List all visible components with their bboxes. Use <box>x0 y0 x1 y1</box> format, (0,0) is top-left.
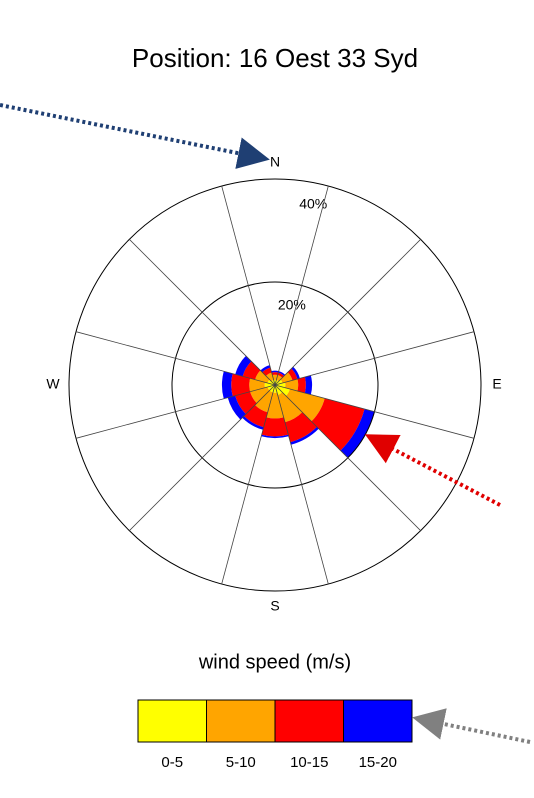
legend-label: 5-10 <box>226 754 256 771</box>
legend-swatch <box>137 699 207 743</box>
wind-sector <box>284 379 299 391</box>
wind-sector <box>290 426 319 445</box>
spoke <box>274 331 475 386</box>
wind-sector <box>285 388 325 422</box>
legend-swatch <box>206 699 276 743</box>
rose: 20% 40% N E S W <box>46 154 501 614</box>
wind-sector <box>231 373 251 397</box>
pointer-arrow <box>0 103 270 169</box>
wind-sector <box>242 415 264 430</box>
legend-label: 15-20 <box>359 754 397 771</box>
legend-swatch <box>343 699 413 743</box>
wind-sector <box>278 371 286 376</box>
pointer-arrow <box>412 708 531 744</box>
wind-sector <box>273 385 277 393</box>
wind-sector <box>284 412 317 443</box>
wind-sector <box>297 377 306 393</box>
wind-sector <box>266 392 284 419</box>
legend-title: wind speed (m/s) <box>198 651 351 673</box>
pointer-arrow <box>364 434 501 507</box>
wind-sector <box>262 367 272 376</box>
spoke <box>129 384 276 531</box>
spoke <box>274 239 421 386</box>
direction-label: N <box>270 154 280 170</box>
wind-sector <box>304 375 313 395</box>
wind-sector <box>235 355 252 377</box>
wind-sector <box>264 382 275 388</box>
wind-sector <box>277 372 285 378</box>
wind-sector <box>275 385 290 396</box>
wind-sector <box>311 398 365 451</box>
spoke <box>75 331 276 386</box>
grid-circle <box>171 281 379 489</box>
direction-label: W <box>46 376 60 392</box>
wind-sector <box>291 366 300 380</box>
spoke <box>129 239 276 386</box>
wind-sector <box>275 385 283 395</box>
chart-title: Position: 16 Oest 33 Syd <box>132 43 418 73</box>
spoke <box>221 185 276 386</box>
spoke <box>274 384 329 585</box>
r-tick-label: 40% <box>299 196 327 212</box>
wind-sector <box>261 434 289 439</box>
wind-sector <box>277 392 303 423</box>
wind-sector <box>280 372 293 384</box>
legend: 0-5 5-10 10-15 15-20 <box>137 699 413 771</box>
wind-sector <box>276 375 283 382</box>
legend-swatch <box>274 699 344 743</box>
legend-label: 10-15 <box>290 754 328 771</box>
wind-sector <box>271 372 279 376</box>
wind-sector <box>221 371 233 399</box>
spoke <box>221 384 276 585</box>
wind-sector <box>271 370 279 373</box>
wind-sector <box>340 408 375 458</box>
r-tick-label: 20% <box>278 296 306 312</box>
legend-label: 0-5 <box>161 754 183 771</box>
wind-sector <box>255 370 270 384</box>
wind-sector <box>287 368 298 381</box>
wind-sector <box>250 386 270 404</box>
grid-circle <box>68 178 482 592</box>
wind-sector <box>227 395 246 420</box>
direction-label: S <box>270 598 279 614</box>
wind-sector <box>275 382 286 388</box>
wind-sector <box>261 417 289 437</box>
spoke <box>274 384 421 531</box>
wind-sector <box>260 365 271 373</box>
wind-sector <box>242 361 261 380</box>
spoke <box>75 384 276 439</box>
wind-sector <box>265 372 274 382</box>
wind-sector <box>254 390 274 413</box>
direction-label: E <box>492 376 501 392</box>
spoke <box>274 384 475 439</box>
spoke <box>274 185 329 386</box>
